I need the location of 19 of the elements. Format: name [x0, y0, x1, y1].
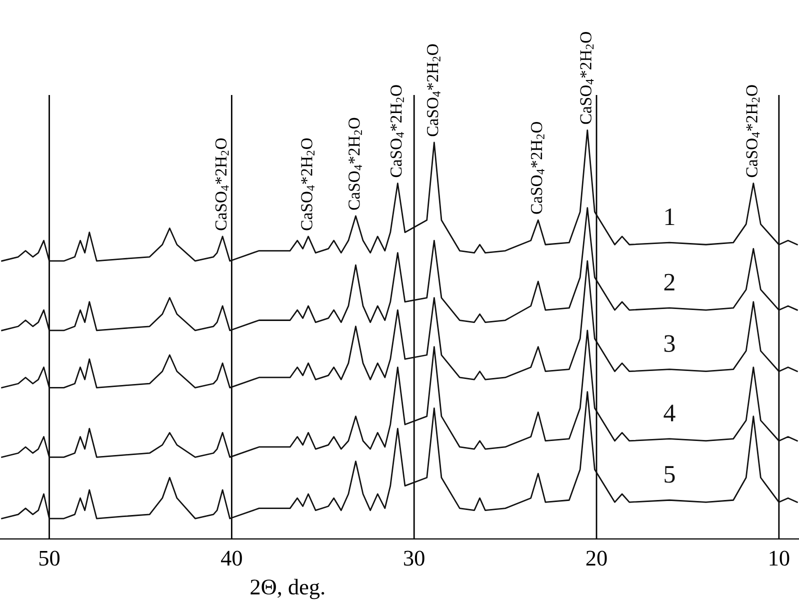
x-tick-label: 40 [220, 550, 242, 566]
annotation: CaSO$_{4}$*2H$_{2}$O [390, 85, 404, 178]
annotation: CaSO$_{4}$*2H$_{2}$O [746, 85, 760, 178]
annotation: CaSO$_{4}$*2H$_{2}$O [580, 32, 594, 124]
x-axis-title: 2Θ, deg. [250, 578, 324, 600]
series-label: 3 [664, 335, 675, 352]
x-tick-label: 50 [39, 550, 60, 566]
annotation: CaSO$_{4}$*2H$_{2}$O [215, 138, 229, 230]
annotation: CaSO$_{4}$*2H$_{2}$O [427, 44, 440, 136]
x-tick-label: 30 [404, 550, 424, 566]
series-label: 5 [664, 466, 675, 483]
annotation: CaSO$_{4}$*2H$_{2}$O [530, 122, 544, 214]
series-label: 4 [664, 404, 676, 422]
series-label: 2 [664, 274, 674, 290]
x-tick-label: 20 [586, 550, 607, 566]
annotation: CaSO$_{4}$*2H$_{2}$O [301, 138, 314, 230]
annotation: CaSO$_{4}$*2H$_{2}$O [348, 118, 362, 210]
series-label: 1 [665, 208, 674, 225]
x-tick-label: 10 [770, 550, 790, 566]
